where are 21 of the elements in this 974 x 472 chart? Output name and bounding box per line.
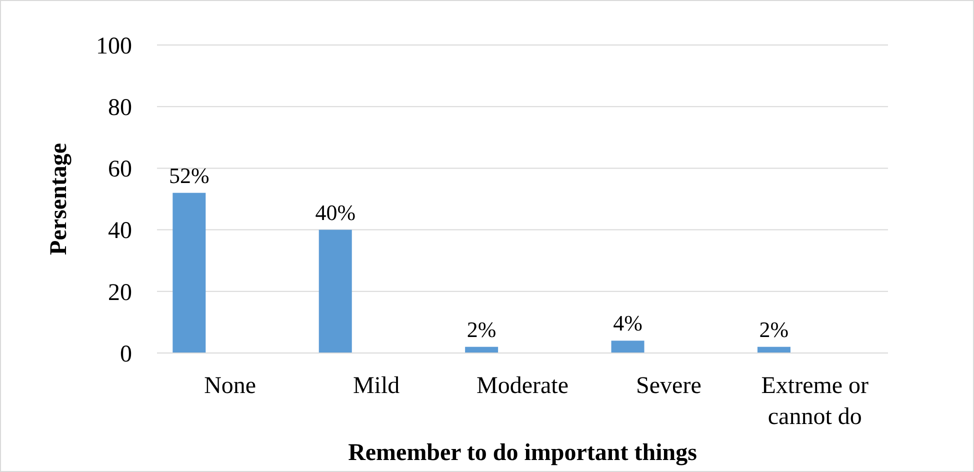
data-label: 2%: [466, 316, 496, 342]
bar: [318, 230, 352, 353]
y-tick-label: 20: [108, 280, 132, 306]
x-axis-title: Remember to do important things: [348, 440, 697, 466]
data-label: 52%: [169, 162, 210, 188]
x-tick-label: Moderate: [476, 373, 568, 399]
x-tick-label: Severe: [636, 373, 702, 399]
x-tick-label: Extreme or cannot do: [761, 373, 869, 430]
y-tick-label: 0: [120, 341, 132, 368]
x-tick-label: Mild: [352, 373, 400, 399]
y-tick-label: 60: [108, 156, 132, 183]
y-axis-title: Persentage: [46, 142, 72, 255]
data-label: 40%: [315, 200, 356, 225]
bar: [611, 340, 644, 353]
data-label: 2%: [759, 316, 789, 342]
x-tick-label: None: [204, 373, 256, 399]
data-label: 4%: [613, 310, 642, 336]
y-tick-label: 100: [96, 33, 132, 60]
y-tick-label: 80: [108, 95, 132, 121]
y-tick-label: 40: [108, 218, 132, 244]
bar: [172, 192, 206, 353]
